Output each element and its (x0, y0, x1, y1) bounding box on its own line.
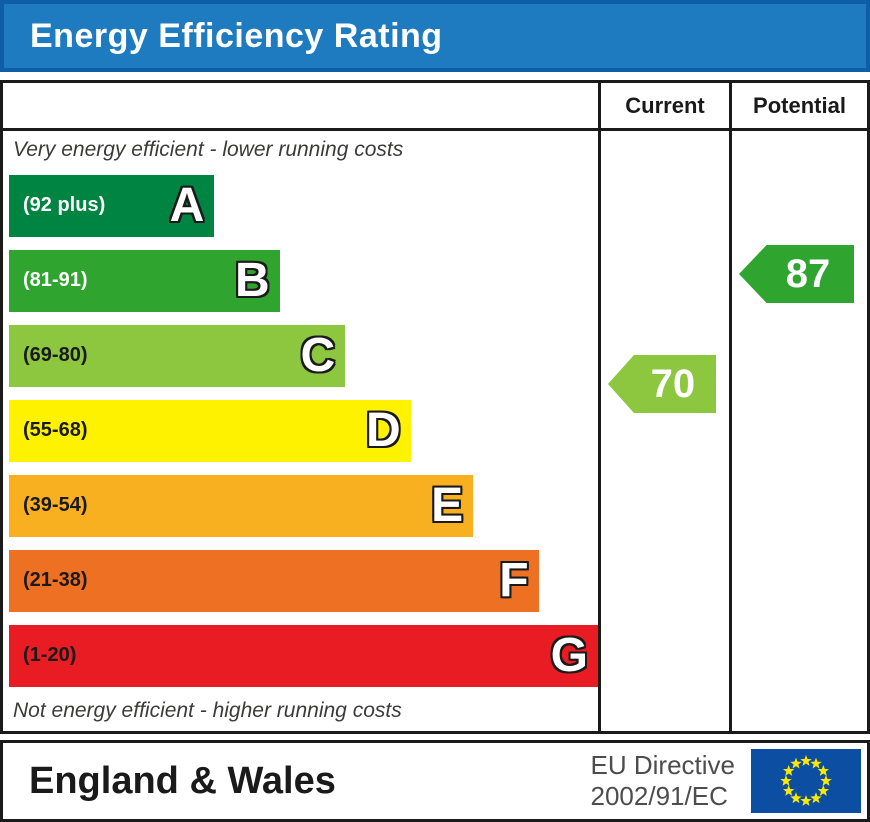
band-range-label: (39-54) (23, 494, 88, 516)
band-range-label: (69-80) (23, 344, 88, 366)
eu-flag-icon (751, 749, 861, 813)
eu-flag-star (800, 795, 812, 806)
band-bar-e: (39-54) E (9, 474, 474, 537)
band-row-g: (1-20) G (3, 618, 598, 693)
footer: England & Wales EU Directive 2002/91/EC (0, 740, 870, 822)
eu-flag-star (790, 792, 802, 804)
band-row-d: (55-68) D (3, 393, 598, 468)
eu-directive-line1: EU Directive (590, 749, 735, 780)
band-bar-a: (92 plus) A (9, 174, 215, 237)
eu-flag-star (782, 785, 795, 796)
band-row-c: (69-80) C (3, 318, 598, 393)
current-column-header: Current (598, 83, 729, 131)
eu-flag-star (790, 757, 802, 769)
band-range-label: (21-38) (23, 569, 88, 591)
eu-flag-star (820, 775, 832, 786)
band-list: (92 plus) A (81-91) B (69-80) C (55-68) D (39-54… (3, 168, 598, 693)
band-bar-g: (1-20) G (9, 624, 598, 687)
bands-column: Very energy efficient - lower running co… (3, 131, 598, 731)
band-range-label: (92 plus) (23, 194, 106, 216)
band-bar-c: (69-80) C (9, 324, 346, 387)
band-row-a: (92 plus) A (3, 168, 598, 243)
eu-flag-star (810, 792, 822, 804)
potential-column-header: Potential (729, 83, 867, 131)
eu-directive-line2: 2002/91/EC (590, 781, 728, 811)
title-bar: Energy Efficiency Rating (0, 0, 870, 72)
page-title: Energy Efficiency Rating (30, 16, 443, 55)
current-rating-arrow: 70 (608, 355, 716, 413)
band-bar-f: (21-38) F (9, 549, 539, 612)
eu-flag-star (800, 755, 812, 766)
current-column: 70 (598, 131, 729, 731)
band-range-label: (55-68) (23, 419, 88, 441)
eu-flag-star (782, 765, 795, 776)
eu-flag-star (817, 785, 830, 796)
band-bar-d: (55-68) D (9, 399, 411, 462)
band-range-label: (81-91) (23, 269, 88, 291)
epc-chart: Current Potential Very energy efficient … (0, 80, 870, 734)
band-letter: F (499, 553, 529, 607)
caption-bottom: Not energy efficient - higher running co… (13, 699, 402, 722)
eu-flag-star (817, 765, 830, 776)
epc-grid: Current Potential Very energy efficient … (3, 83, 867, 731)
band-letter: G (550, 628, 588, 682)
band-row-b: (81-91) B (3, 243, 598, 318)
band-letter: B (235, 253, 270, 307)
potential-column: 87 (729, 131, 867, 731)
band-row-e: (39-54) E (3, 468, 598, 543)
band-row-f: (21-38) F (3, 543, 598, 618)
band-letter: C (300, 328, 336, 382)
potential-rating-arrow: 87 (739, 245, 854, 303)
eu-directive-text: EU Directive 2002/91/EC (591, 750, 735, 812)
header-spacer-cell (3, 83, 598, 131)
eu-flag-star (810, 757, 822, 769)
region-label: England & Wales (29, 759, 336, 802)
caption-top: Very energy efficient - lower running co… (13, 137, 404, 161)
band-letter: E (431, 478, 464, 532)
band-letter: D (365, 403, 401, 457)
band-bar-b: (81-91) B (9, 249, 280, 312)
eu-flag-star (780, 775, 792, 786)
band-range-label: (1-20) (23, 644, 77, 666)
band-letter: A (169, 178, 205, 232)
